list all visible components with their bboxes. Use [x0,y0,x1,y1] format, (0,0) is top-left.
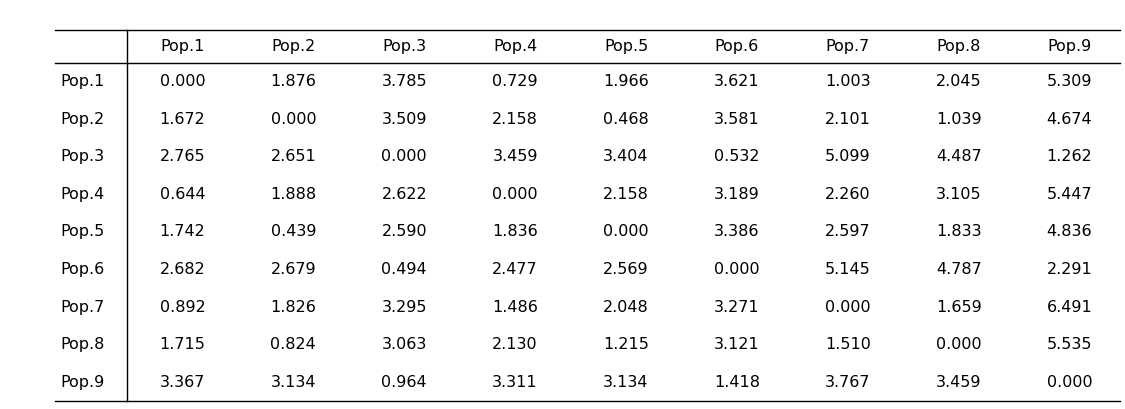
Text: Pop.9: Pop.9 [1047,39,1091,54]
Text: 0.729: 0.729 [493,74,538,89]
Text: Pop.6: Pop.6 [60,262,105,277]
Text: 5.447: 5.447 [1046,187,1092,202]
Text: Pop.5: Pop.5 [604,39,648,54]
Text: 2.130: 2.130 [493,337,538,352]
Text: 1.418: 1.418 [714,375,759,390]
Text: 2.679: 2.679 [270,262,316,277]
Text: 1.876: 1.876 [270,74,316,89]
Text: 0.000: 0.000 [714,262,759,277]
Text: 6.491: 6.491 [1046,300,1092,315]
Text: 0.494: 0.494 [381,262,428,277]
Text: 1.003: 1.003 [825,74,871,89]
Text: 4.674: 4.674 [1046,112,1092,127]
Text: Pop.4: Pop.4 [60,187,105,202]
Text: 3.459: 3.459 [936,375,981,390]
Text: 1.833: 1.833 [936,225,981,240]
Text: 2.765: 2.765 [160,149,205,164]
Text: 5.535: 5.535 [1046,337,1092,352]
Text: 3.271: 3.271 [714,300,759,315]
Text: 3.767: 3.767 [825,375,871,390]
Text: 3.509: 3.509 [381,112,428,127]
Text: Pop.8: Pop.8 [936,39,981,54]
Text: 0.000: 0.000 [936,337,981,352]
Text: Pop.4: Pop.4 [493,39,538,54]
Text: 4.487: 4.487 [936,149,981,164]
Text: 0.000: 0.000 [1046,375,1092,390]
Text: 3.367: 3.367 [160,375,205,390]
Text: 1.215: 1.215 [603,337,649,352]
Text: 5.309: 5.309 [1046,74,1092,89]
Text: 3.121: 3.121 [714,337,759,352]
Text: 0.468: 0.468 [603,112,649,127]
Text: 0.000: 0.000 [381,149,428,164]
Text: 3.295: 3.295 [381,300,428,315]
Text: Pop.8: Pop.8 [60,337,105,352]
Text: 2.682: 2.682 [160,262,206,277]
Text: 3.621: 3.621 [714,74,759,89]
Text: 3.581: 3.581 [714,112,759,127]
Text: 1.510: 1.510 [825,337,871,352]
Text: 2.291: 2.291 [1046,262,1092,277]
Text: 3.311: 3.311 [493,375,538,390]
Text: 3.459: 3.459 [493,149,538,164]
Text: 2.048: 2.048 [603,300,649,315]
Text: 3.134: 3.134 [603,375,649,390]
Text: 0.532: 0.532 [714,149,759,164]
Text: Pop.5: Pop.5 [60,225,105,240]
Text: 3.105: 3.105 [936,187,981,202]
Text: 2.477: 2.477 [493,262,538,277]
Text: 3.785: 3.785 [381,74,428,89]
Text: Pop.2: Pop.2 [271,39,315,54]
Text: Pop.2: Pop.2 [60,112,105,127]
Text: 1.486: 1.486 [492,300,538,315]
Text: 0.439: 0.439 [271,225,316,240]
Text: 4.787: 4.787 [936,262,981,277]
Text: 1.659: 1.659 [936,300,981,315]
Text: Pop.7: Pop.7 [60,300,105,315]
Text: 3.063: 3.063 [381,337,426,352]
Text: 3.386: 3.386 [714,225,759,240]
Text: 5.145: 5.145 [825,262,871,277]
Text: Pop.1: Pop.1 [60,74,105,89]
Text: 1.715: 1.715 [160,337,206,352]
Text: 2.651: 2.651 [270,149,316,164]
Text: 3.404: 3.404 [603,149,649,164]
Text: Pop.9: Pop.9 [60,375,105,390]
Text: 1.262: 1.262 [1046,149,1092,164]
Text: 2.158: 2.158 [603,187,649,202]
Text: Pop.3: Pop.3 [382,39,426,54]
Text: 2.622: 2.622 [381,187,428,202]
Text: 5.099: 5.099 [825,149,871,164]
Text: Pop.6: Pop.6 [714,39,759,54]
Text: 1.742: 1.742 [160,225,206,240]
Text: 2.590: 2.590 [381,225,428,240]
Text: 2.158: 2.158 [492,112,538,127]
Text: 2.045: 2.045 [936,74,981,89]
Text: 1.888: 1.888 [270,187,316,202]
Text: 0.000: 0.000 [603,225,649,240]
Text: 0.644: 0.644 [160,187,205,202]
Text: Pop.1: Pop.1 [160,39,205,54]
Text: 0.892: 0.892 [160,300,206,315]
Text: 1.826: 1.826 [270,300,316,315]
Text: 0.000: 0.000 [270,112,316,127]
Text: 4.836: 4.836 [1046,225,1092,240]
Text: 3.134: 3.134 [271,375,316,390]
Text: 0.964: 0.964 [381,375,428,390]
Text: 0.000: 0.000 [493,187,538,202]
Text: 2.597: 2.597 [825,225,871,240]
Text: 1.966: 1.966 [603,74,649,89]
Text: 0.000: 0.000 [825,300,871,315]
Text: Pop.7: Pop.7 [826,39,870,54]
Text: 2.101: 2.101 [825,112,871,127]
Text: 1.836: 1.836 [493,225,538,240]
Text: 1.672: 1.672 [160,112,206,127]
Text: 0.000: 0.000 [160,74,205,89]
Text: 2.569: 2.569 [603,262,649,277]
Text: Pop.3: Pop.3 [60,149,105,164]
Text: 3.189: 3.189 [714,187,759,202]
Text: 1.039: 1.039 [936,112,981,127]
Text: 0.824: 0.824 [270,337,316,352]
Text: 2.260: 2.260 [825,187,871,202]
